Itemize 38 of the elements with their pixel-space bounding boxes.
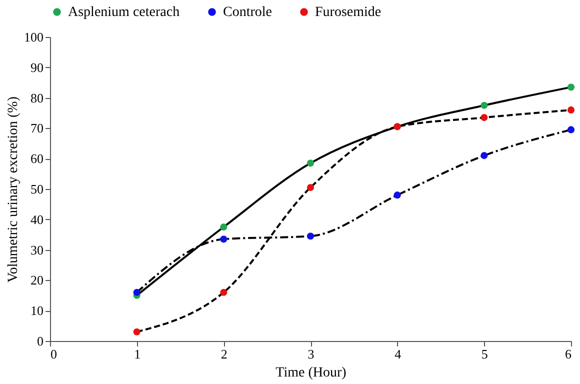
y-tick-label: 100 [24, 30, 44, 44]
x-tick-label: 0 [50, 346, 57, 362]
x-tick-label: 6 [565, 346, 572, 362]
point [480, 114, 488, 122]
y-tick-label: 0 [37, 334, 44, 348]
point [306, 160, 314, 167]
point [133, 288, 140, 296]
y-tick-label: 70 [30, 120, 44, 136]
legend-label: Asplenium ceterach [68, 5, 180, 20]
point [220, 236, 228, 243]
y-tick-label: 30 [30, 242, 44, 258]
point [220, 288, 228, 296]
point [220, 223, 228, 231]
point [394, 192, 401, 199]
y-tick-label: 10 [30, 303, 44, 318]
x-tick-label: 3 [308, 346, 314, 362]
x-tick-label: 1 [134, 346, 141, 362]
legend-label: Controle [223, 5, 272, 20]
point [480, 152, 488, 160]
y-tick-label: 80 [30, 90, 44, 106]
y-tick-label: 60 [30, 151, 44, 166]
y-tick-label: 90 [30, 60, 44, 75]
point [133, 328, 140, 336]
point [480, 102, 488, 109]
point [567, 126, 575, 134]
point [306, 184, 314, 192]
x-tick-label: 5 [481, 346, 488, 362]
x-tick-label: 2 [220, 346, 228, 362]
point [567, 106, 575, 114]
y-tick-label: 40 [30, 212, 44, 227]
y-axis-title: Volumetric urinary excretion (%) [6, 96, 21, 282]
point [567, 84, 575, 91]
y-tick-label: 50 [30, 182, 44, 196]
x-tick-label: 4 [394, 346, 402, 362]
legend-label: Furosemide [315, 5, 382, 20]
y-tick-label: 20 [30, 272, 44, 288]
x-axis-title: Time (Hour) [276, 366, 347, 380]
point [306, 232, 314, 240]
